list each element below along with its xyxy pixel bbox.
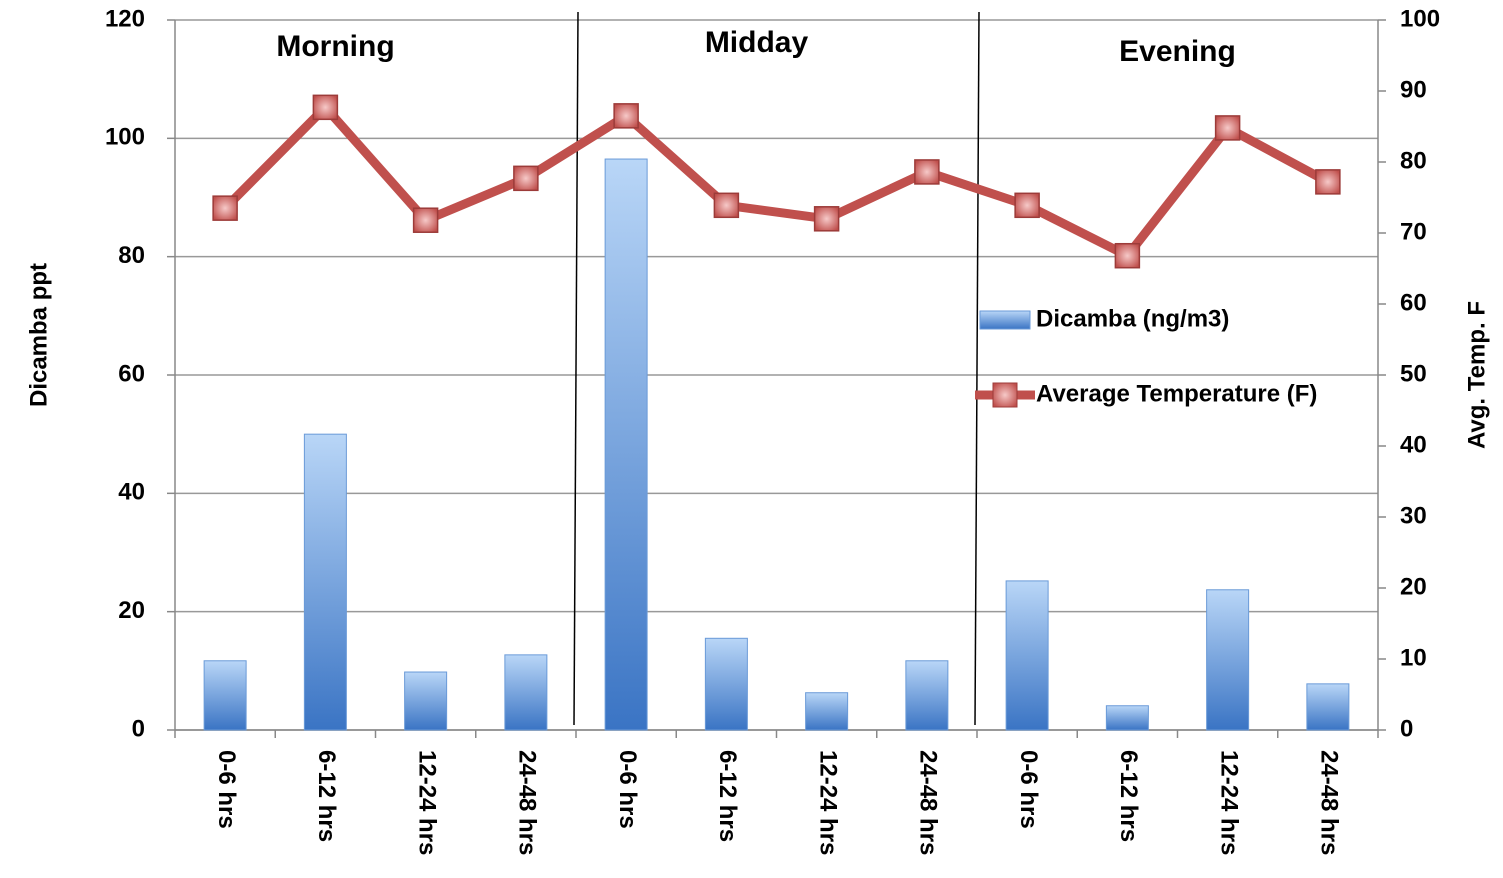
y-tick-label: 40 bbox=[118, 479, 145, 506]
bar bbox=[604, 158, 648, 731]
x-tick-label: 0-6 hrs bbox=[614, 750, 641, 829]
x-tick-label: 24-48 hrs bbox=[1316, 750, 1343, 855]
y2-tick-label: 60 bbox=[1400, 289, 1427, 316]
x-tick-label: 24-48 hrs bbox=[915, 750, 942, 855]
y-tick-label: 120 bbox=[105, 5, 145, 32]
legend-label: Dicamba (ng/m3) bbox=[1036, 305, 1229, 332]
marker bbox=[1214, 115, 1241, 141]
x-tick-label: 12-24 hrs bbox=[413, 750, 440, 855]
group-divider bbox=[573, 11, 579, 726]
marker bbox=[613, 103, 639, 129]
bar bbox=[1105, 705, 1149, 731]
marker bbox=[1315, 169, 1341, 195]
group-divider bbox=[974, 11, 980, 726]
y-tick-label: 60 bbox=[118, 360, 145, 387]
x-tick-label: 6-12 hrs bbox=[714, 750, 741, 842]
x-tick-label: 24-48 hrs bbox=[514, 750, 541, 855]
bar bbox=[1206, 589, 1250, 731]
y-tick-label: 0 bbox=[132, 715, 145, 742]
x-tick-label: 12-24 hrs bbox=[814, 750, 841, 855]
bar bbox=[1306, 683, 1350, 731]
marker bbox=[212, 195, 238, 221]
line bbox=[221, 102, 1331, 261]
y2-tick-label: 90 bbox=[1400, 76, 1427, 103]
y2-axis-label: Avg. Temp. F bbox=[1463, 301, 1490, 449]
group-label: Evening bbox=[1119, 35, 1236, 68]
marker bbox=[813, 206, 840, 232]
x-tick-label: 0-6 hrs bbox=[1015, 750, 1042, 829]
legend-label: Average Temperature (F) bbox=[1036, 380, 1317, 407]
y2-tick-label: 100 bbox=[1400, 5, 1440, 32]
y-tick-label: 80 bbox=[118, 242, 145, 269]
x-tick-label: 12-24 hrs bbox=[1215, 750, 1242, 855]
marker bbox=[914, 159, 940, 185]
y2-tick-label: 10 bbox=[1400, 644, 1427, 671]
y2-tick-label: 50 bbox=[1400, 360, 1427, 387]
legend-swatch bbox=[992, 382, 1018, 408]
legend-swatch bbox=[979, 310, 1031, 330]
y2-tick-label: 20 bbox=[1400, 573, 1427, 600]
bar bbox=[404, 671, 448, 731]
marker bbox=[312, 94, 339, 121]
bar bbox=[805, 692, 849, 731]
group-label: Midday bbox=[705, 26, 809, 59]
bar bbox=[303, 433, 347, 731]
marker bbox=[412, 207, 439, 233]
bar bbox=[1005, 580, 1049, 731]
group-label: Morning bbox=[276, 30, 394, 63]
marker bbox=[1114, 242, 1141, 269]
y-axis-label: Dicamba ppt bbox=[25, 263, 52, 407]
x-tick-label: 6-12 hrs bbox=[1115, 750, 1142, 842]
y2-tick-label: 30 bbox=[1400, 502, 1427, 529]
y2-tick-label: 80 bbox=[1400, 147, 1427, 174]
marker bbox=[1014, 192, 1040, 219]
y2-tick-label: 40 bbox=[1400, 431, 1427, 458]
bar bbox=[704, 637, 748, 731]
y2-tick-label: 0 bbox=[1400, 715, 1413, 742]
x-tick-label: 0-6 hrs bbox=[213, 750, 240, 829]
marker bbox=[513, 165, 539, 192]
x-tick-label: 6-12 hrs bbox=[313, 750, 340, 842]
y-tick-label: 20 bbox=[118, 597, 145, 624]
marker bbox=[713, 192, 740, 219]
bar bbox=[203, 660, 247, 731]
y2-tick-label: 70 bbox=[1400, 218, 1427, 245]
bar bbox=[504, 654, 548, 731]
bar bbox=[905, 660, 949, 731]
y-tick-label: 100 bbox=[105, 124, 145, 151]
